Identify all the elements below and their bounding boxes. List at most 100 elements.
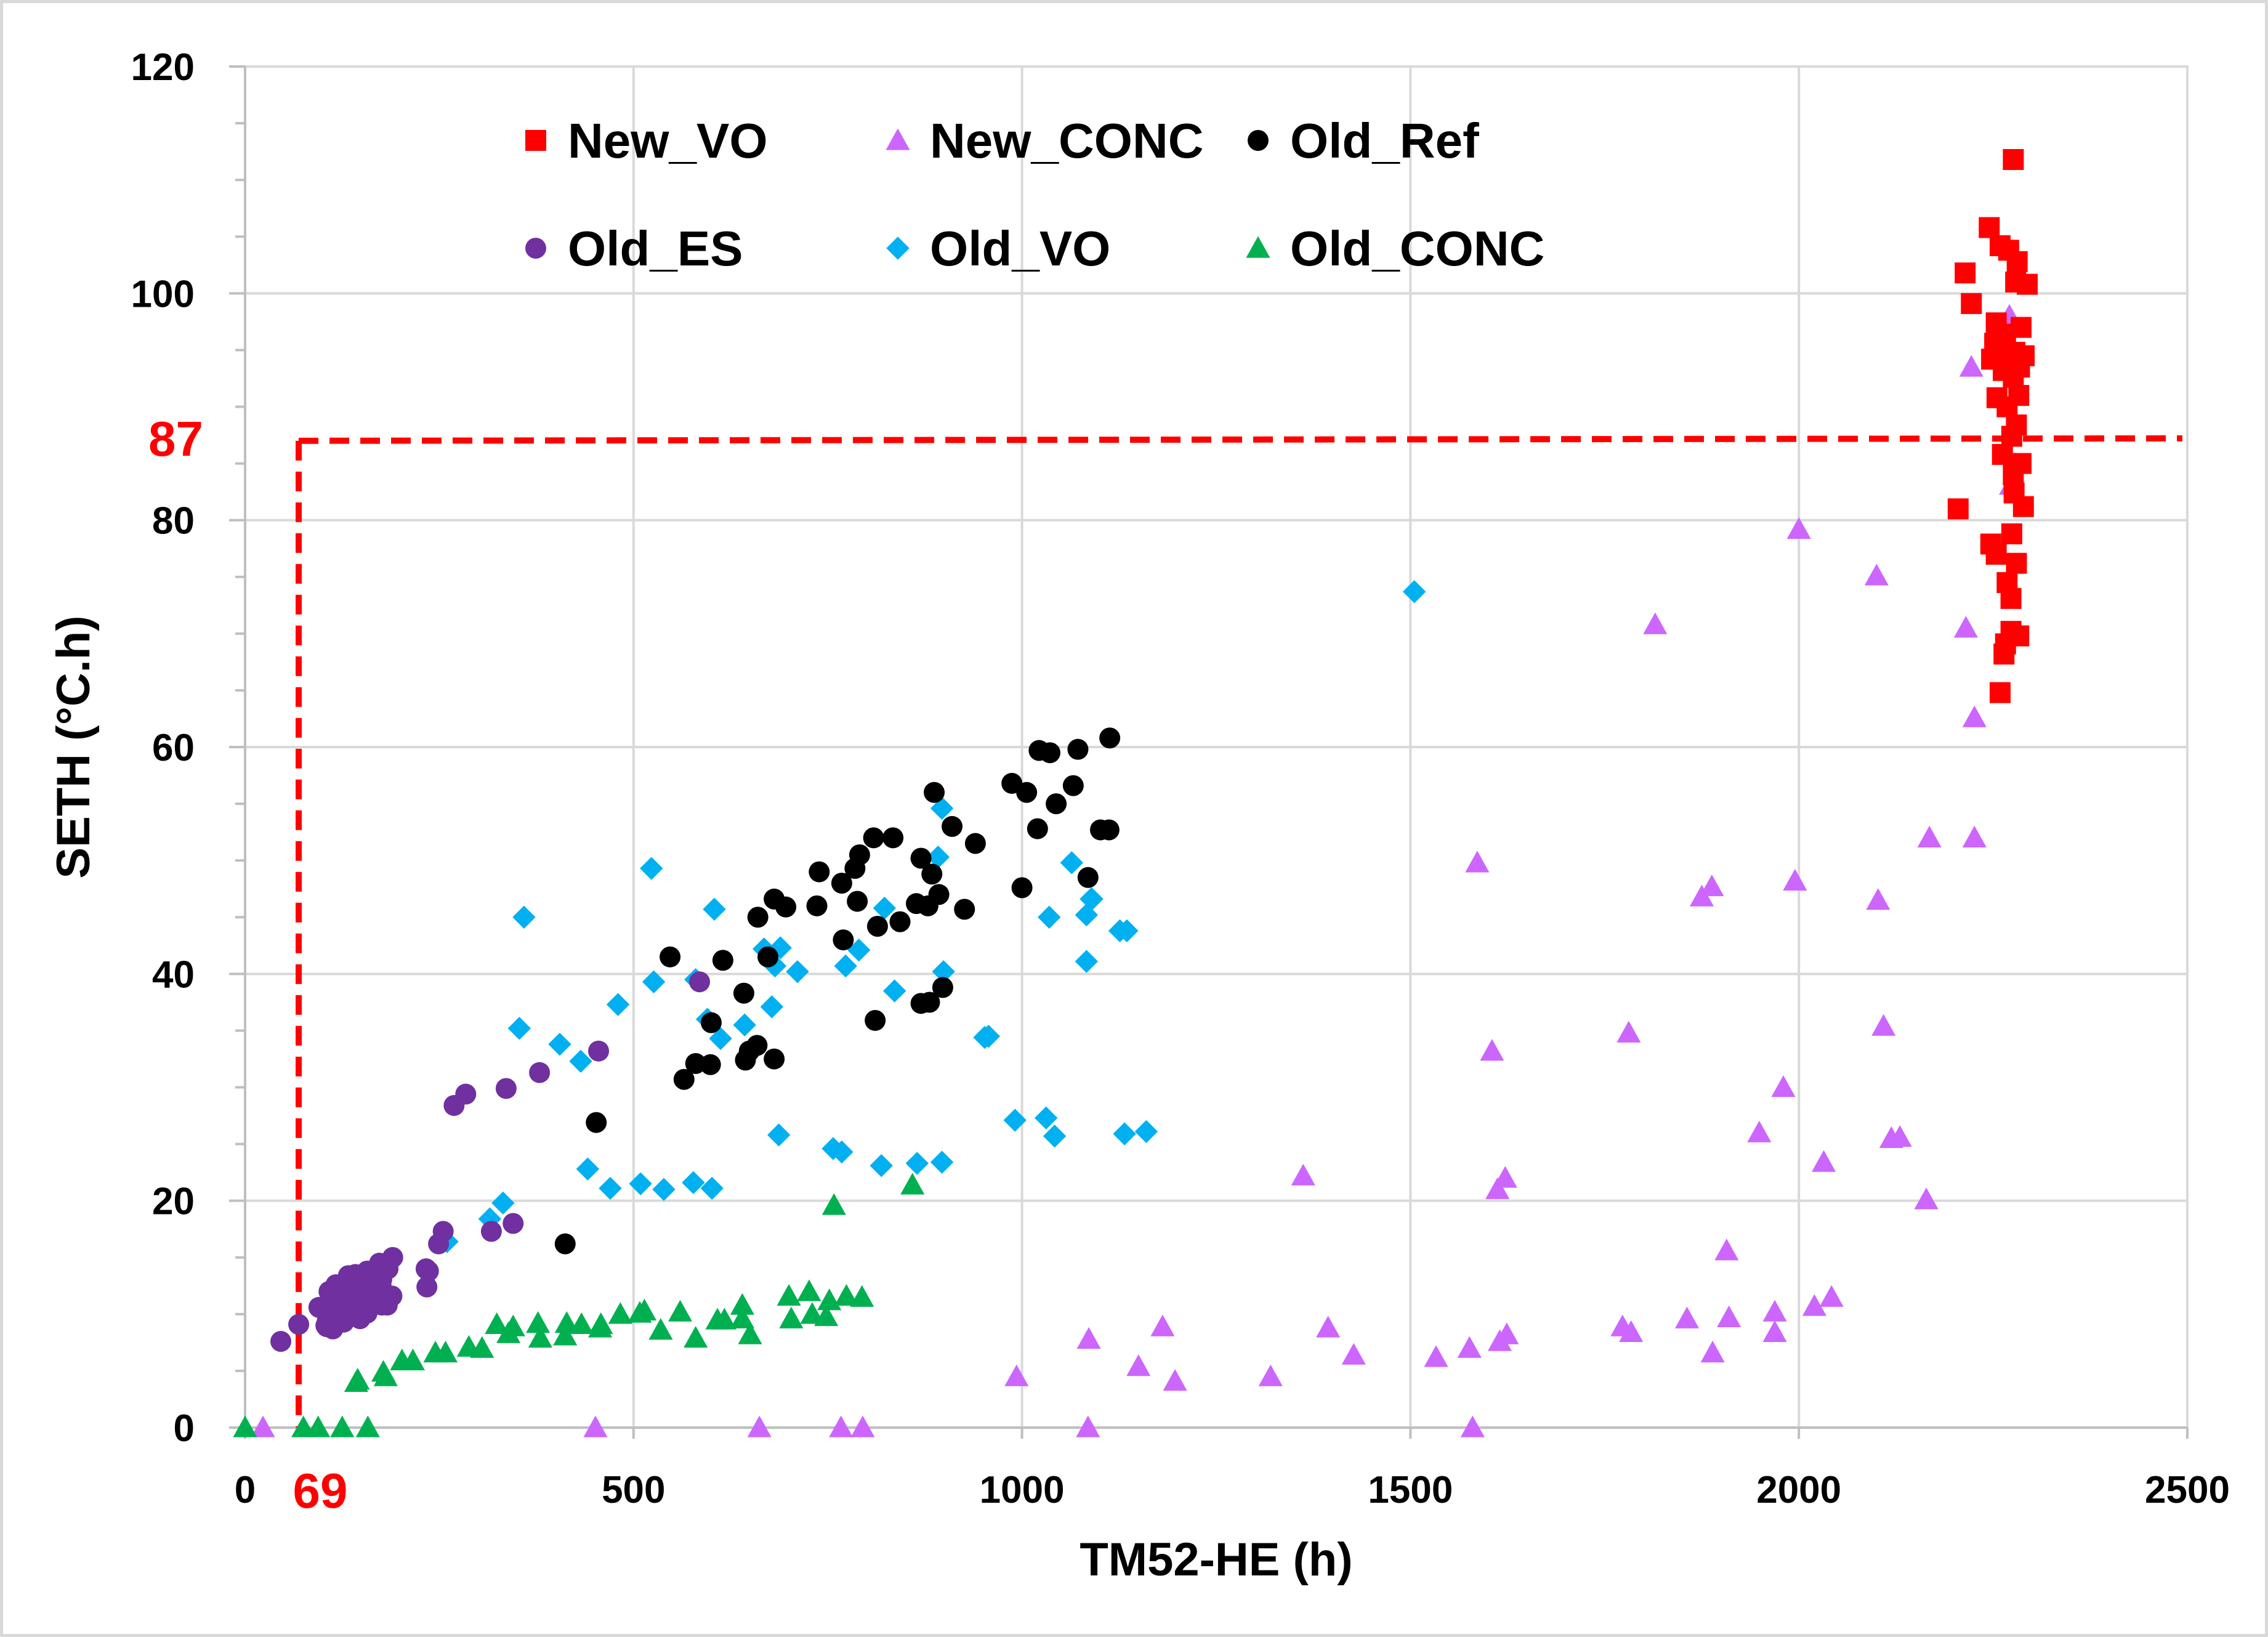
point-new-conc [829,1415,854,1437]
threshold-lines [296,435,2183,1428]
point-old-es [315,1315,337,1336]
point-new-conc [1291,1163,1315,1186]
point-new-vo [2003,366,2024,388]
point-old-ref [775,896,797,918]
point-old-conc [738,1322,762,1344]
x-tick-label: 1000 [980,1469,1065,1511]
point-old-conc [797,1279,821,1301]
point-new-conc [1700,1340,1725,1363]
point-old-vo [932,960,955,984]
point-old-ref [738,1040,760,1062]
point-new-conc [1819,1285,1844,1307]
point-old-conc [668,1299,693,1322]
point-old-conc [648,1318,673,1340]
point-old-vo [926,845,950,869]
axes [229,65,2189,1439]
x-tick-label: 1500 [1368,1469,1453,1511]
point-new-conc [747,1415,772,1437]
point-old-vo [507,1017,531,1040]
point-new-conc [1959,355,1983,377]
point-old-conc [779,1306,804,1328]
point-old-vo [1003,1109,1027,1132]
point-old-vo [576,1157,600,1181]
point-old-vo [733,1013,756,1037]
point-old-conc [526,1311,551,1333]
point-old-ref [554,1233,576,1255]
point-new-conc [1150,1314,1175,1336]
point-new-conc [1953,616,1978,638]
point-old-ref [865,1009,886,1031]
point-new-conc [1616,1021,1641,1043]
point-old-ref [673,1069,695,1090]
point-new-conc [1076,1327,1101,1349]
point-old-es [368,1258,389,1280]
point-old-ref [917,895,938,916]
point-old-vo [652,1178,676,1201]
point-new-conc [1762,1299,1787,1322]
legend-label: New_VO [568,113,768,168]
point-old-conc [345,1368,370,1390]
point-old-ref [954,899,975,920]
point-old-vo [1075,903,1099,927]
point-old-ref [660,946,681,968]
point-new-vo [1961,293,1982,314]
point-old-ref [910,993,932,1014]
point-old-vo [642,970,666,993]
point-new-conc [1917,825,1942,847]
point-old-es [480,1221,502,1242]
point-new-conc [251,1415,275,1437]
point-old-conc [306,1415,331,1437]
point-old-ref [733,982,754,1004]
point-new-conc [1619,1320,1644,1342]
point-old-vo [1080,887,1104,911]
point-new-conc [1871,1014,1896,1036]
point-old-vo [1115,919,1139,943]
legend-label: Old_ES [568,221,743,276]
point-old-conc [730,1306,754,1328]
point-new-conc [1962,705,1987,727]
point-old-vo [1060,851,1084,875]
point-old-ref [831,873,852,894]
point-old-vo [1043,1124,1067,1148]
threshold-y-line [299,435,2183,444]
point-old-conc [684,1325,708,1348]
point-old-conc [569,1312,594,1335]
tick-labels: 0 20 40 60 80 100 120 0 500 1000 1500 2000 2500 [131,46,2230,1511]
point-new-vo [1979,217,2000,238]
point-new-vo [1989,682,2011,703]
y-axis-title: SETH (°C.h) [47,615,100,878]
point-old-vo [1075,950,1099,973]
point-old-es [428,1233,450,1255]
point-old-ref [1077,867,1099,888]
point-old-conc [485,1312,509,1335]
point-old-vo [1134,1120,1158,1144]
point-old-conc [632,1298,657,1320]
point-new-conc [1465,851,1490,873]
point-old-conc [528,1325,552,1348]
legend-label: Old_VO [930,221,1110,276]
legend-marker [525,238,546,259]
point-old-vo [700,1176,724,1200]
point-new-conc [1076,1415,1100,1437]
legend-item-old-ref: Old_Ref [1248,113,1479,168]
point-old-es [588,1040,610,1062]
point-old-vo [847,938,871,962]
legend-marker [1248,130,1269,151]
point-new-conc [1700,874,1724,897]
point-new-conc [1424,1345,1448,1367]
point-old-conc [817,1288,842,1311]
point-old-ref [882,827,904,849]
point-old-conc [355,1415,380,1437]
y-tick-label: 0 [174,1407,195,1450]
x-tick-label: 2500 [2145,1469,2230,1511]
x-tick-label: 0 [235,1469,256,1511]
point-old-vo [682,1171,705,1194]
point-old-conc [373,1364,398,1386]
legend-label: Old_CONC [1290,221,1544,276]
point-old-es [529,1062,551,1083]
point-old-conc [501,1314,525,1336]
series-old-ref [554,727,1121,1255]
threshold-y-label: 87 [148,411,203,466]
point-new-conc [1487,1329,1512,1351]
